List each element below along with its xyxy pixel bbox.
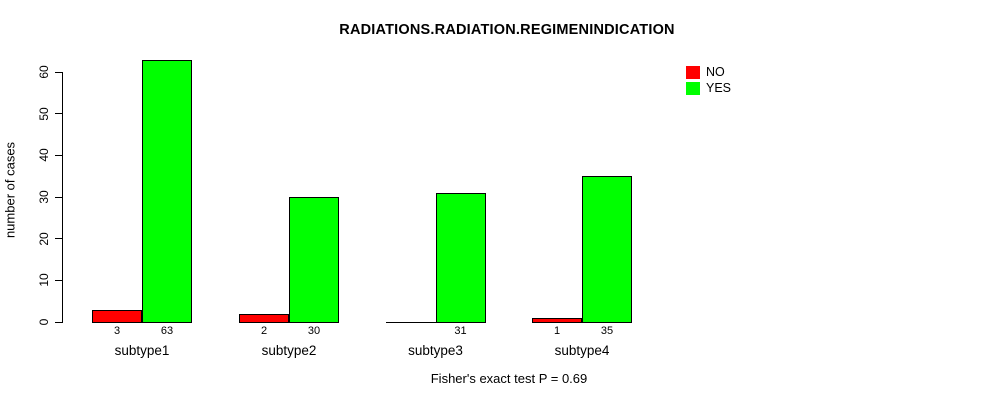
bar-yes-subtype4: [582, 176, 632, 323]
y-tick-mark-30: [55, 196, 62, 198]
y-tick-label-0: 0: [37, 318, 51, 326]
y-tick-label-40: 40: [37, 148, 51, 163]
count-label-no-subtype2: 2: [260, 325, 268, 337]
chart-title: RADIATIONS.RADIATION.REGIMENINDICATION: [339, 22, 675, 38]
bar-yes-subtype1: [142, 59, 192, 323]
category-label-subtype2: subtype2: [261, 343, 317, 358]
y-tick-label-50: 50: [37, 106, 51, 121]
bar-no-subtype1: [92, 309, 142, 323]
category-label-subtype3: subtype3: [408, 343, 463, 358]
legend-label-no: NO: [706, 65, 725, 79]
y-tick-label-60: 60: [37, 65, 51, 79]
y-tick-mark-0: [55, 321, 62, 323]
y-tick-label-30: 30: [37, 190, 51, 204]
legend-item-no: NO: [686, 64, 731, 80]
count-label-yes-subtype1: 63: [160, 325, 174, 337]
legend-label-yes: YES: [706, 81, 732, 95]
legend-swatch-no: [686, 65, 700, 79]
y-tick-label-10: 10: [37, 273, 51, 288]
y-tick-mark-60: [55, 71, 62, 73]
bar-yes-subtype2: [289, 197, 339, 323]
count-label-no-subtype1: 3: [113, 325, 121, 337]
bar-no-subtype4: [532, 317, 582, 323]
category-label-subtype4: subtype4: [554, 343, 610, 358]
y-tick-mark-50: [55, 113, 62, 115]
category-label-subtype1: subtype1: [114, 343, 170, 358]
y-tick-mark-10: [55, 279, 62, 281]
y-tick-label-20: 20: [37, 231, 51, 246]
y-tick-mark-20: [55, 238, 62, 240]
y-tick-mark-40: [55, 154, 62, 156]
count-label-yes-subtype3: 31: [454, 325, 467, 337]
legend: NO YES: [686, 64, 731, 96]
legend-swatch-yes: [686, 81, 700, 95]
count-label-no-subtype4: 1: [553, 325, 561, 337]
bar-no-subtype3: [385, 322, 436, 323]
bar-yes-subtype3: [435, 192, 486, 323]
stat-annotation: Fisher's exact test P = 0.69: [430, 371, 588, 386]
count-label-yes-subtype4: 35: [600, 325, 614, 337]
bar-no-subtype2: [239, 313, 289, 323]
y-axis-line: [62, 72, 63, 323]
y-axis-title: number of cases: [2, 141, 18, 239]
legend-item-yes: YES: [686, 80, 731, 96]
count-label-yes-subtype2: 30: [307, 325, 321, 337]
